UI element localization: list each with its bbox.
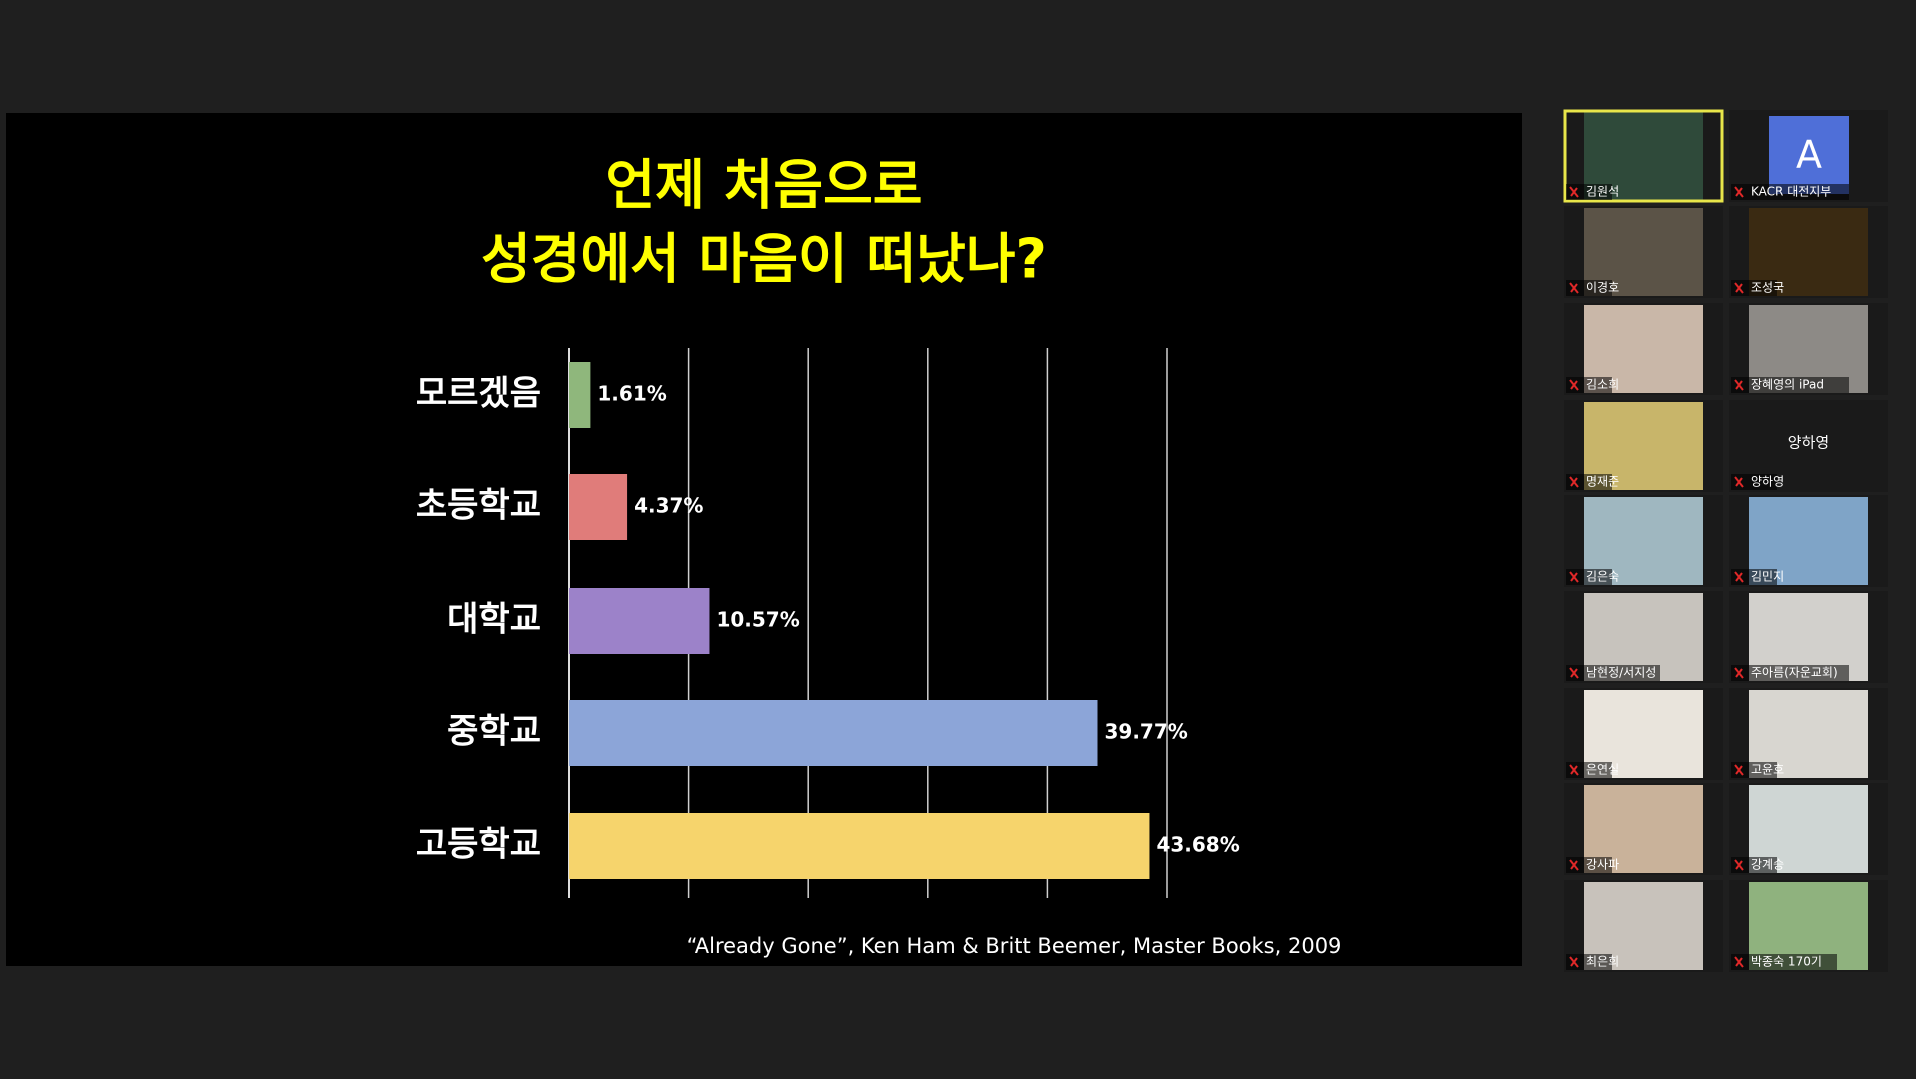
mute-icon [1734, 764, 1744, 776]
participant-name: 조성국 [1751, 281, 1784, 295]
mute-icon [1734, 667, 1744, 679]
name-bg [1731, 665, 1849, 681]
avatar-box [1769, 116, 1849, 194]
mute-icon [1569, 571, 1579, 583]
value-label: 10.57% [716, 608, 799, 632]
category-label: 초등학교 [416, 486, 541, 526]
participant-name: 장혜영의 iPad [1751, 378, 1824, 392]
participant-name: 강계승 [1751, 858, 1784, 872]
value-label: 4.37% [634, 494, 703, 518]
participant-name: 은연실 [1586, 763, 1619, 777]
mute-icon [1569, 956, 1579, 968]
participant-name: 양하영 [1751, 475, 1784, 489]
participant-name: 김원석 [1586, 185, 1619, 199]
mute-icon [1569, 476, 1579, 488]
category-label: 모르겠음 [416, 374, 541, 414]
bar [569, 588, 710, 654]
mute-icon [1734, 476, 1744, 488]
slide-title: 언제 처음으로 [606, 154, 923, 217]
name-bg [1731, 377, 1849, 393]
mute-icon [1569, 859, 1579, 871]
participant-name: 명재준 [1586, 475, 1619, 489]
participant-name: 최은희 [1586, 955, 1619, 969]
mute-icon [1734, 379, 1744, 391]
category-label: 중학교 [447, 712, 541, 752]
participant-name: 이경호 [1586, 281, 1619, 295]
mute-icon [1569, 282, 1579, 294]
name-bg [1731, 954, 1837, 970]
mute-icon [1734, 859, 1744, 871]
mute-icon [1734, 956, 1744, 968]
participant-name: KACR 대전지부 [1751, 185, 1831, 199]
mute-icon [1734, 282, 1744, 294]
slide-title: 성경에서 마음이 떠났나? [481, 228, 1047, 291]
participant-name: 남현정/서지성 [1586, 666, 1656, 680]
name-bg [1566, 665, 1660, 681]
participant-name: 강사파 [1586, 858, 1619, 872]
mute-icon [1734, 186, 1744, 198]
category-label: 고등학교 [416, 825, 541, 865]
participant-name: 김은숙 [1586, 570, 1619, 584]
bar [569, 813, 1150, 879]
mute-icon [1734, 571, 1744, 583]
participant-name: 박종숙 170기 [1751, 955, 1822, 969]
participant-name: 김소희 [1586, 378, 1619, 392]
mute-icon [1569, 764, 1579, 776]
participant-name: 고윤호 [1751, 763, 1784, 777]
mute-icon [1569, 667, 1579, 679]
mute-icon [1569, 186, 1579, 198]
active-speaker-border [1563, 109, 1724, 203]
category-label: 대학교 [447, 600, 541, 640]
bar [569, 474, 628, 540]
mute-icon [1569, 379, 1579, 391]
avatar-letter: A [1796, 133, 1822, 177]
bar [569, 700, 1098, 766]
source-citation: “Already Gone”, Ken Ham & Britt Beemer, … [687, 934, 1342, 958]
value-label: 43.68% [1156, 833, 1239, 857]
value-label: 39.77% [1104, 720, 1187, 744]
participant-name: 주아름(자운교회) [1751, 666, 1838, 680]
value-label: 1.61% [597, 382, 666, 406]
participant-center-name: 양하영 [1788, 434, 1829, 452]
name-bg [1731, 184, 1849, 200]
participant-name: 김민지 [1751, 570, 1784, 584]
bar [569, 362, 591, 428]
